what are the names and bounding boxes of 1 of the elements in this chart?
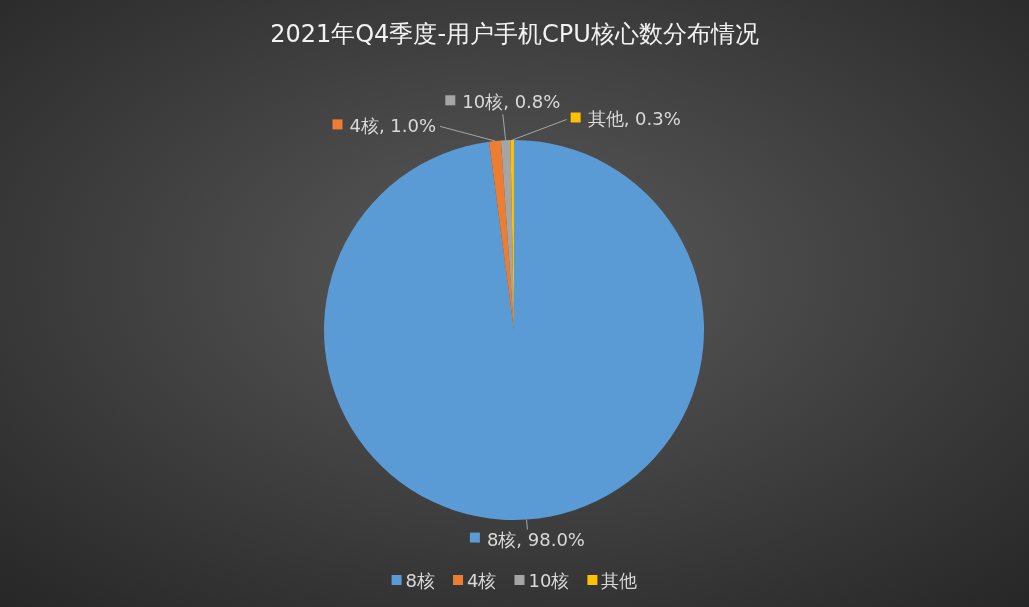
title: 2021年Q4季度-用户手机CPU核心数分布情况	[270, 20, 759, 48]
